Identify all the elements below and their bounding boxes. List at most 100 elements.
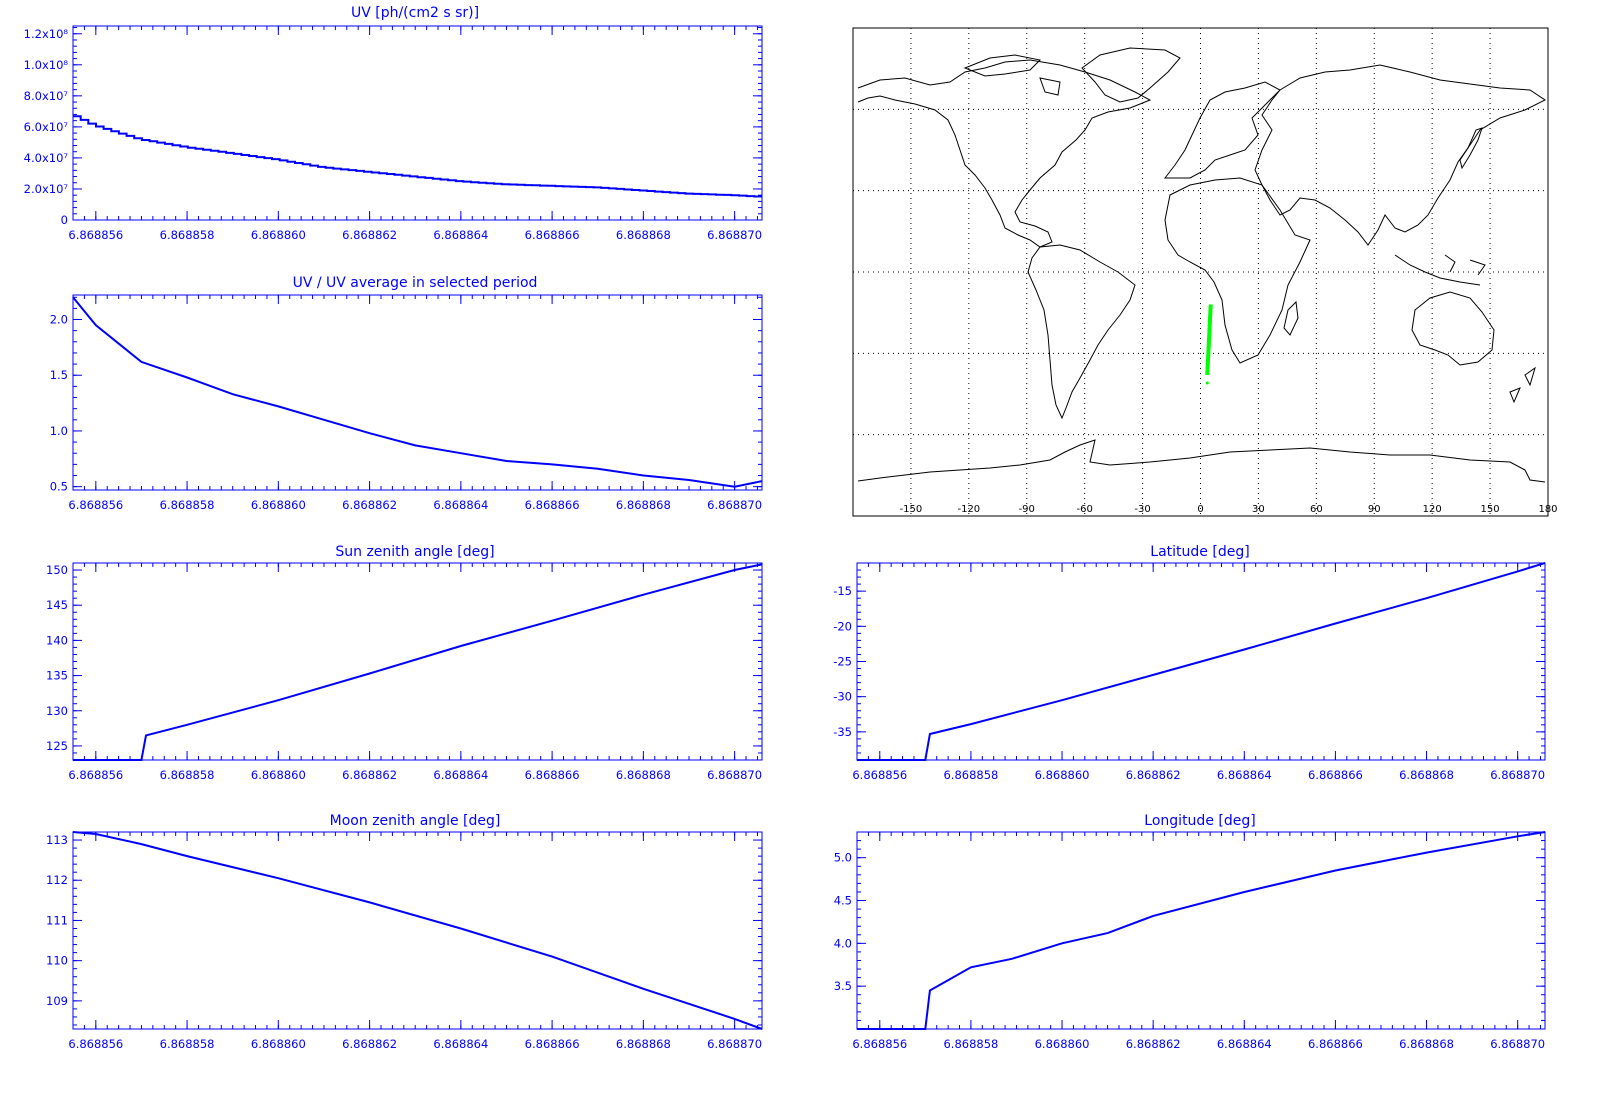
x-tick-label: 6.868866 bbox=[525, 1037, 580, 1051]
uv-series-line bbox=[73, 115, 762, 198]
x-tick-label: 6.868862 bbox=[342, 498, 397, 512]
europe-coast bbox=[1163, 81, 1281, 179]
x-tick-label: 6.868856 bbox=[852, 768, 907, 782]
y-tick-label: -35 bbox=[833, 725, 852, 739]
longitude-plot: 6.868856 6.868858 6.868860 6.868862 6.868864… bbox=[834, 831, 1546, 1051]
map-longitude-label: 120 bbox=[1423, 504, 1442, 515]
asia-coast bbox=[1254, 64, 1546, 246]
moon_zenith-series-line bbox=[72, 831, 763, 1030]
y-tick-label: 6.0x10⁷ bbox=[24, 120, 69, 134]
longitude-panel: Longitude [deg] 6.868856 6.868858 6.868860… bbox=[834, 813, 1546, 1051]
x-tick-label: 6.868870 bbox=[1490, 1037, 1545, 1051]
uv-ratio-panel: UV / UV average in selected period 6.868… bbox=[50, 275, 763, 512]
uv-ratio-title: UV / UV average in selected period bbox=[293, 275, 538, 291]
x-tick-label: 6.868864 bbox=[1217, 768, 1272, 782]
map-longitude-label: -60 bbox=[1076, 504, 1092, 515]
x-tick-label: 6.868860 bbox=[1035, 768, 1090, 782]
map-longitude-label: 60 bbox=[1310, 504, 1323, 515]
uv_ratio-series-line bbox=[72, 296, 763, 488]
antarctica-coast bbox=[857, 439, 1546, 483]
y-tick-label: 1.5 bbox=[50, 368, 68, 382]
uv-plot: 6.868856 6.868858 6.868860 6.868862 6.868864… bbox=[24, 25, 763, 242]
x-tick-label: 6.868864 bbox=[1217, 1037, 1272, 1051]
map-longitude-label: -120 bbox=[957, 504, 980, 515]
x-tick-label: 6.868870 bbox=[1490, 768, 1545, 782]
x-tick-label: 6.868864 bbox=[433, 1037, 488, 1051]
track-line bbox=[1205, 304, 1213, 376]
x-tick-label: 6.868858 bbox=[943, 1037, 998, 1051]
x-tick-label: 6.868862 bbox=[1126, 768, 1181, 782]
greenland-coast bbox=[1081, 47, 1181, 103]
x-tick-label: 6.868858 bbox=[160, 498, 215, 512]
y-tick-label: 1.2x10⁸ bbox=[24, 27, 69, 41]
madagascar-coast bbox=[1283, 300, 1299, 336]
map-longitude-label: 180 bbox=[1538, 504, 1557, 515]
uv-panel: UV [ph/(cm2 s sr)] 6.868856 6.868858 6.868… bbox=[24, 5, 763, 242]
x-tick-label: 6.868868 bbox=[616, 228, 671, 242]
y-tick-label: 109 bbox=[46, 994, 68, 1008]
y-tick-label: 150 bbox=[46, 563, 68, 577]
moon-zenith-title: Moon zenith angle [deg] bbox=[330, 813, 501, 829]
uv-ratio-plot: 6.868856 6.868858 6.868860 6.868862 6.868864… bbox=[50, 294, 763, 512]
map-longitude-ticks: -150 -120 -90 -60 -30 0 30 60 90 120 150 180 bbox=[900, 504, 1558, 515]
y-tick-label: 113 bbox=[46, 833, 68, 847]
y-tick-label: 4.0 bbox=[834, 936, 852, 950]
x-tick-label: 6.868870 bbox=[707, 228, 762, 242]
plot-frame bbox=[72, 562, 763, 761]
y-tick-label: 110 bbox=[46, 954, 68, 968]
north-america-coast bbox=[857, 59, 1152, 248]
australia-coast bbox=[1411, 291, 1495, 366]
map-longitude-label: 150 bbox=[1481, 504, 1500, 515]
plot-frame bbox=[856, 831, 1546, 1030]
x-tick-label: 6.868866 bbox=[525, 228, 580, 242]
x-tick-label: 6.868856 bbox=[68, 768, 123, 782]
map-longitude-label: 90 bbox=[1368, 504, 1381, 515]
x-tick-label: 6.868862 bbox=[342, 1037, 397, 1051]
y-tick-label: 1.0 bbox=[50, 424, 68, 438]
x-tick-label: 6.868860 bbox=[251, 498, 306, 512]
uv-title: UV [ph/(cm2 s sr)] bbox=[351, 5, 479, 21]
canadian-islands bbox=[963, 54, 1061, 96]
x-tick-label: 6.868856 bbox=[852, 1037, 907, 1051]
y-tick-label: 4.0x10⁷ bbox=[24, 151, 69, 165]
y-tick-label: -30 bbox=[833, 690, 852, 704]
map-longitude-label: -150 bbox=[900, 504, 923, 515]
y-tick-label: -20 bbox=[833, 619, 852, 633]
x-tick-label: 6.868858 bbox=[160, 768, 215, 782]
plot-frame bbox=[72, 25, 763, 221]
y-tick-label: 112 bbox=[46, 873, 68, 887]
y-tick-label: 0.5 bbox=[50, 480, 68, 494]
latitude-plot: 6.868856 6.868858 6.868860 6.868862 6.868864… bbox=[833, 562, 1546, 782]
track-start-marker bbox=[1205, 381, 1209, 385]
x-tick-label: 6.868860 bbox=[251, 228, 306, 242]
plot-frame bbox=[72, 831, 763, 1030]
latitude-series-line bbox=[857, 562, 1546, 761]
y-tick-label: 111 bbox=[46, 913, 68, 927]
y-tick-label: 2.0 bbox=[50, 313, 68, 327]
x-tick-label: 6.868868 bbox=[1399, 1037, 1454, 1051]
x-tick-label: 6.868864 bbox=[433, 498, 488, 512]
y-tick-label: 140 bbox=[46, 633, 68, 647]
x-tick-label: 6.868868 bbox=[616, 498, 671, 512]
moon-zenith-panel: Moon zenith angle [deg] 6.868856 6.868858… bbox=[46, 813, 763, 1051]
x-tick-label: 6.868862 bbox=[1126, 1037, 1181, 1051]
y-tick-label: 2.0x10⁷ bbox=[24, 182, 69, 196]
x-tick-label: 6.868868 bbox=[1399, 768, 1454, 782]
x-tick-label: 6.868856 bbox=[68, 498, 123, 512]
sun-zenith-plot: 6.868856 6.868858 6.868860 6.868862 6.868864… bbox=[46, 562, 763, 782]
y-tick-label: -25 bbox=[833, 655, 852, 669]
map-longitude-label: -30 bbox=[1134, 504, 1150, 515]
y-tick-label: 145 bbox=[46, 598, 68, 612]
x-tick-label: 6.868864 bbox=[433, 768, 488, 782]
latitude-panel: Latitude [deg] 6.868856 6.868858 6.868860 6… bbox=[833, 544, 1546, 782]
x-tick-label: 6.868864 bbox=[433, 228, 488, 242]
x-tick-label: 6.868870 bbox=[707, 768, 762, 782]
sun_zenith-series-line bbox=[73, 563, 763, 761]
y-tick-label: 0 bbox=[61, 213, 68, 227]
y-tick-label: 4.5 bbox=[834, 894, 852, 908]
indonesia-coast bbox=[1394, 254, 1486, 286]
x-tick-label: 6.868856 bbox=[68, 228, 123, 242]
latitude-title: Latitude [deg] bbox=[1150, 544, 1249, 560]
longitude-series-line bbox=[857, 831, 1546, 1030]
